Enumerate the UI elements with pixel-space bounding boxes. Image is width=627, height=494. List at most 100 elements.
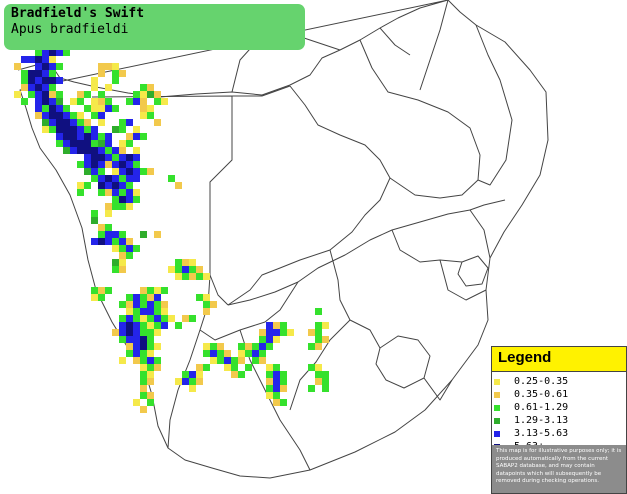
atlas-cell bbox=[35, 63, 42, 70]
atlas-cell bbox=[175, 322, 182, 329]
legend-label: 3.13-5.63 bbox=[514, 427, 569, 439]
atlas-cell bbox=[112, 196, 119, 203]
atlas-cell bbox=[98, 189, 105, 196]
atlas-cell bbox=[56, 63, 63, 70]
atlas-cell bbox=[273, 322, 280, 329]
atlas-cell bbox=[133, 168, 140, 175]
atlas-cell bbox=[56, 119, 63, 126]
atlas-cell bbox=[147, 336, 154, 343]
legend-item: 0.61-1.29 bbox=[494, 401, 626, 414]
atlas-cell bbox=[133, 91, 140, 98]
atlas-cell bbox=[133, 245, 140, 252]
atlas-cell bbox=[280, 371, 287, 378]
atlas-cell bbox=[56, 49, 63, 56]
atlas-cell bbox=[245, 343, 252, 350]
atlas-cell bbox=[77, 119, 84, 126]
atlas-cell bbox=[140, 287, 147, 294]
atlas-cell bbox=[147, 105, 154, 112]
atlas-cell bbox=[49, 91, 56, 98]
atlas-cell bbox=[56, 105, 63, 112]
atlas-cell bbox=[147, 371, 154, 378]
atlas-cell bbox=[126, 98, 133, 105]
atlas-cell bbox=[133, 161, 140, 168]
atlas-cell bbox=[133, 322, 140, 329]
atlas-cell bbox=[35, 77, 42, 84]
atlas-cell bbox=[140, 343, 147, 350]
atlas-cell bbox=[196, 378, 203, 385]
atlas-cell bbox=[224, 364, 231, 371]
atlas-cell bbox=[308, 364, 315, 371]
atlas-cell bbox=[63, 49, 70, 56]
atlas-cell bbox=[84, 182, 91, 189]
atlas-cell bbox=[98, 294, 105, 301]
zimbabwe-mozambique-border bbox=[359, 39, 481, 199]
atlas-cell bbox=[140, 371, 147, 378]
atlas-cell bbox=[266, 385, 273, 392]
atlas-cell bbox=[322, 322, 329, 329]
atlas-cell bbox=[119, 336, 126, 343]
atlas-cell bbox=[196, 273, 203, 280]
atlas-cell bbox=[84, 126, 91, 133]
atlas-cell bbox=[91, 105, 98, 112]
namibia-botswana-border bbox=[91, 95, 233, 306]
atlas-cell bbox=[42, 105, 49, 112]
atlas-cell bbox=[147, 357, 154, 364]
atlas-cell bbox=[105, 63, 112, 70]
atlas-cell bbox=[154, 91, 161, 98]
atlas-cell bbox=[56, 91, 63, 98]
legend-list: 0.25-0.35 0.35-0.61 0.61-1.29 1.29-3.13 … bbox=[492, 372, 626, 453]
atlas-cell bbox=[217, 343, 224, 350]
atlas-cell bbox=[49, 119, 56, 126]
atlas-cell bbox=[238, 371, 245, 378]
atlas-cell bbox=[147, 378, 154, 385]
atlas-cell bbox=[119, 252, 126, 259]
atlas-cell bbox=[119, 175, 126, 182]
atlas-cell bbox=[161, 322, 168, 329]
atlas-cell bbox=[84, 119, 91, 126]
botswana-zimbabwe-border bbox=[227, 85, 391, 306]
atlas-cell bbox=[147, 399, 154, 406]
atlas-cell bbox=[315, 322, 322, 329]
atlas-cell bbox=[91, 112, 98, 119]
atlas-cell bbox=[91, 294, 98, 301]
atlas-cell bbox=[189, 385, 196, 392]
atlas-cell bbox=[126, 175, 133, 182]
atlas-cell bbox=[126, 203, 133, 210]
atlas-cell bbox=[119, 301, 126, 308]
atlas-cell bbox=[21, 77, 28, 84]
legend-item: 3.13-5.63 bbox=[494, 427, 626, 440]
atlas-cell bbox=[203, 273, 210, 280]
legend-swatch bbox=[494, 430, 500, 437]
atlas-cell bbox=[315, 336, 322, 343]
atlas-cell bbox=[182, 378, 189, 385]
atlas-cell bbox=[98, 112, 105, 119]
atlas-cell bbox=[119, 357, 126, 364]
atlas-cell bbox=[49, 105, 56, 112]
atlas-cell bbox=[154, 301, 161, 308]
atlas-cell bbox=[140, 294, 147, 301]
atlas-cell bbox=[112, 238, 119, 245]
atlas-cell bbox=[28, 56, 35, 63]
atlas-cell bbox=[133, 154, 140, 161]
atlas-cell bbox=[133, 350, 140, 357]
atlas-cell bbox=[91, 175, 98, 182]
atlas-cell bbox=[189, 259, 196, 266]
atlas-cell bbox=[168, 266, 175, 273]
atlas-cell bbox=[154, 308, 161, 315]
atlas-cell bbox=[35, 112, 42, 119]
atlas-cell bbox=[189, 371, 196, 378]
atlas-cell bbox=[126, 336, 133, 343]
atlas-cell bbox=[175, 273, 182, 280]
atlas-cell bbox=[189, 273, 196, 280]
atlas-cell bbox=[42, 119, 49, 126]
atlas-cell bbox=[308, 329, 315, 336]
atlas-cell bbox=[161, 308, 168, 315]
atlas-cell bbox=[140, 357, 147, 364]
atlas-cell bbox=[112, 126, 119, 133]
atlas-cell bbox=[21, 56, 28, 63]
atlas-cell bbox=[98, 224, 105, 231]
atlas-cell bbox=[119, 126, 126, 133]
legend-swatch bbox=[494, 378, 500, 385]
atlas-cell bbox=[266, 392, 273, 399]
atlas-cell bbox=[126, 294, 133, 301]
